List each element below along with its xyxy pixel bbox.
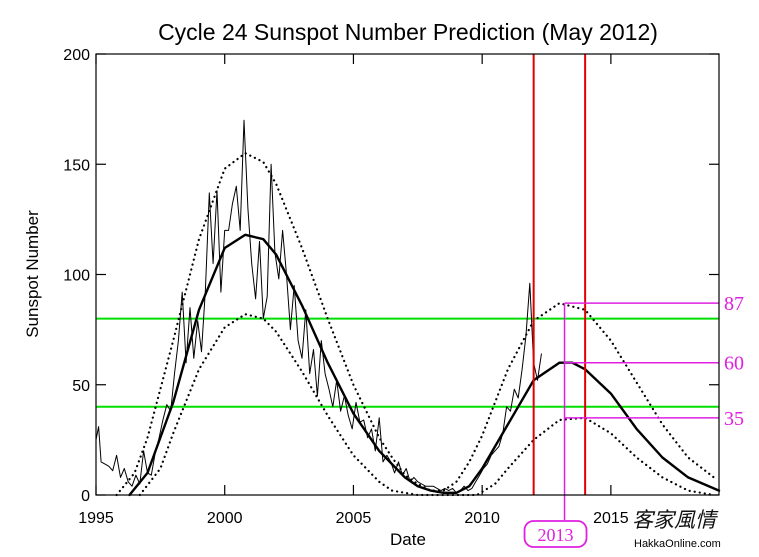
series-thick-solid-1 [128, 233, 721, 497]
y-tick-label-2: 100 [63, 268, 90, 285]
x-tick-label-0: 1995 [78, 510, 114, 527]
y-tick-label-0: 0 [81, 488, 90, 505]
y-tick-label-4: 200 [63, 47, 90, 64]
annotation-level-label-2: 35 [724, 408, 744, 430]
annotation-level-label-0: 87 [724, 293, 744, 315]
y-axis-label: Sunspot Number [23, 210, 42, 338]
chart-title: Cycle 24 Sunspot Number Prediction (May … [158, 19, 658, 45]
green-reference-lines [96, 317, 719, 408]
x-axis-label: Date [390, 530, 426, 549]
x-axis: 1995 2000 2005 2010 2015 [78, 54, 629, 527]
y-axis: 0 50 100 150 200 [63, 47, 719, 505]
y-tick-label-1: 50 [72, 378, 90, 395]
watermark-cjk: 客家風情 [632, 508, 719, 532]
x-tick-label-4: 2015 [593, 510, 629, 527]
year-badge [523, 520, 588, 548]
year-badge-label: 2013 [538, 525, 574, 545]
y-tick-label-3: 150 [63, 157, 90, 174]
watermark-url: HakkaOnline.com [634, 538, 721, 550]
series-dotted-2 [115, 152, 716, 497]
annotation-level-label-1: 60 [724, 353, 744, 375]
watermark: 客家風情 HakkaOnline.com [632, 508, 721, 550]
x-tick-label-1: 2000 [207, 510, 243, 527]
red-reference-lines [532, 54, 587, 495]
x-tick-label-3: 2010 [464, 510, 500, 527]
x-tick-label-2: 2005 [336, 510, 372, 527]
magenta-annotations: 87 60 35 2013 [523, 293, 744, 548]
